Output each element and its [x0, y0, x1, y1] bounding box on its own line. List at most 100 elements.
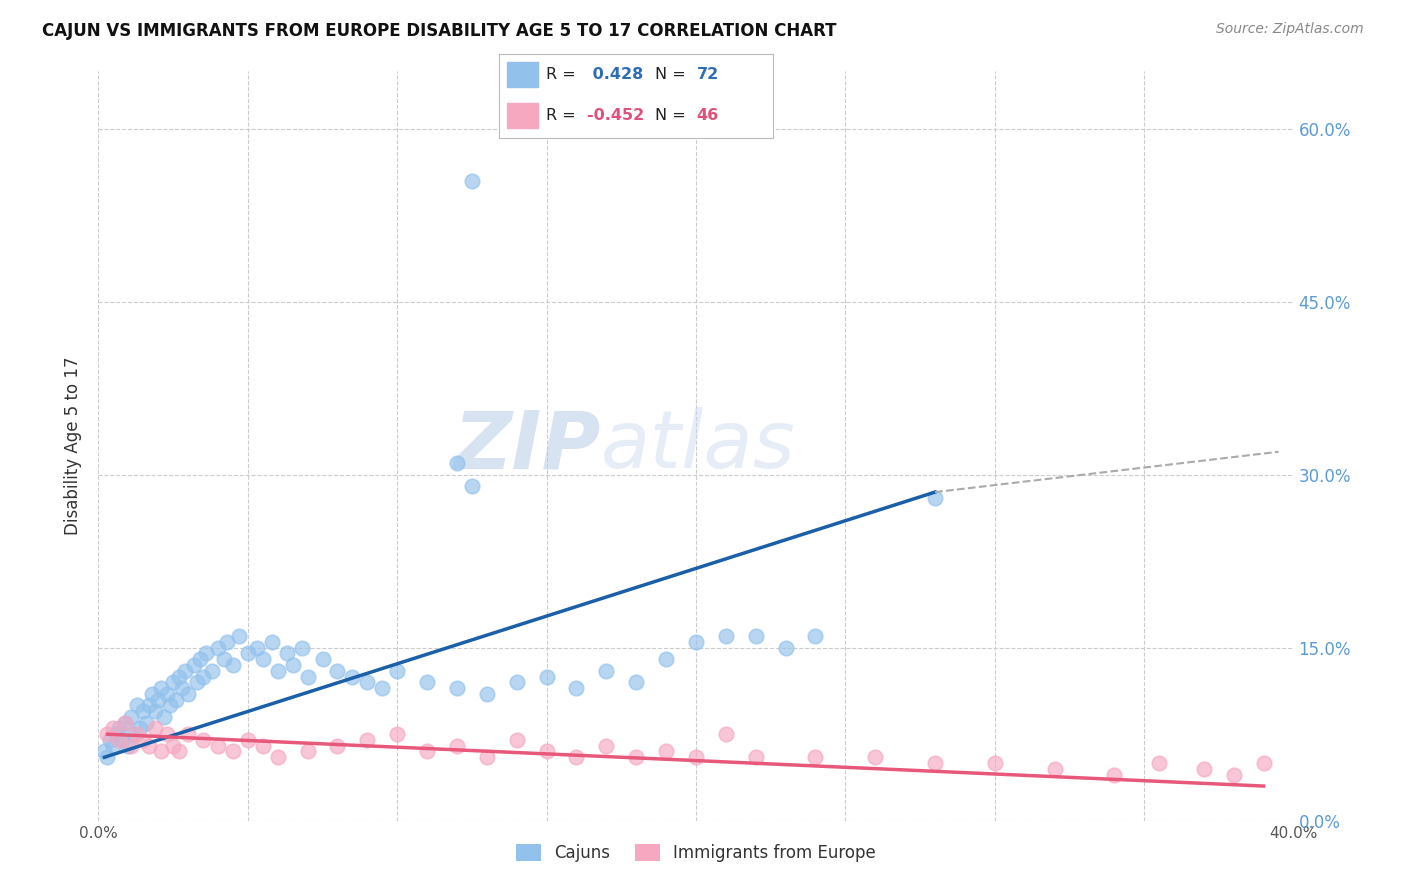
Point — [1043, 762, 1066, 776]
Point — [191, 669, 214, 683]
Point — [132, 704, 155, 718]
Point — [127, 727, 149, 741]
Point — [1147, 756, 1170, 770]
Point — [565, 681, 588, 695]
Point — [103, 739, 125, 753]
Point — [385, 727, 409, 741]
Point — [536, 744, 558, 758]
Point — [984, 756, 1007, 770]
Point — [114, 715, 136, 730]
Point — [236, 733, 259, 747]
Point — [191, 733, 214, 747]
Point — [215, 635, 238, 649]
Text: R =: R = — [546, 67, 581, 82]
Point — [103, 722, 125, 736]
Point — [356, 733, 378, 747]
Point — [141, 687, 163, 701]
Point — [96, 727, 118, 741]
Point — [105, 727, 128, 741]
Point — [195, 647, 218, 661]
Point — [655, 652, 678, 666]
Point — [143, 722, 166, 736]
Point — [120, 710, 142, 724]
Point — [276, 647, 298, 661]
Point — [150, 744, 173, 758]
Bar — [508, 103, 537, 128]
Point — [236, 647, 259, 661]
Point — [177, 727, 200, 741]
Point — [281, 658, 304, 673]
Point — [96, 750, 118, 764]
Point — [924, 491, 946, 505]
Point — [461, 174, 484, 188]
Point — [326, 739, 349, 753]
Point — [291, 640, 314, 655]
Text: N =: N = — [655, 67, 692, 82]
Point — [356, 675, 378, 690]
Legend: Cajuns, Immigrants from Europe: Cajuns, Immigrants from Europe — [509, 837, 883, 869]
Point — [150, 681, 173, 695]
Point — [267, 750, 290, 764]
Point — [461, 479, 484, 493]
Point — [186, 675, 208, 690]
Point — [311, 652, 333, 666]
Point — [124, 727, 146, 741]
Text: Source: ZipAtlas.com: Source: ZipAtlas.com — [1216, 22, 1364, 37]
Point — [371, 681, 394, 695]
Point — [156, 727, 179, 741]
Point — [108, 722, 131, 736]
Point — [222, 658, 245, 673]
Text: N =: N = — [655, 108, 692, 123]
Point — [207, 640, 229, 655]
Point — [1223, 767, 1246, 781]
Point — [174, 664, 197, 678]
Point — [565, 750, 588, 764]
Point — [506, 733, 529, 747]
Point — [655, 744, 678, 758]
Point — [1104, 767, 1126, 781]
Point — [162, 739, 184, 753]
Point — [804, 629, 827, 643]
Point — [714, 629, 737, 643]
Point — [297, 669, 319, 683]
Point — [252, 739, 274, 753]
Point — [745, 750, 768, 764]
Text: 72: 72 — [696, 67, 718, 82]
Point — [297, 744, 319, 758]
Point — [246, 640, 269, 655]
Point — [165, 692, 187, 706]
Point — [745, 629, 768, 643]
Point — [98, 733, 122, 747]
Point — [188, 652, 211, 666]
Point — [446, 739, 468, 753]
Point — [156, 687, 179, 701]
Point — [595, 739, 617, 753]
Point — [138, 739, 160, 753]
Point — [775, 640, 797, 655]
Point — [595, 664, 617, 678]
Point — [475, 687, 498, 701]
Point — [475, 750, 498, 764]
Point — [108, 733, 131, 747]
Point — [326, 664, 349, 678]
Point — [1253, 756, 1275, 770]
Point — [167, 744, 190, 758]
Point — [111, 733, 134, 747]
Y-axis label: Disability Age 5 to 17: Disability Age 5 to 17 — [65, 357, 83, 535]
Point — [804, 750, 827, 764]
Point — [228, 629, 250, 643]
Point — [260, 635, 283, 649]
Point — [222, 744, 245, 758]
Point — [446, 681, 468, 695]
Point — [342, 669, 364, 683]
Point — [183, 658, 205, 673]
Point — [172, 681, 194, 695]
Point — [536, 669, 558, 683]
Point — [446, 456, 468, 470]
Point — [267, 664, 290, 678]
Point — [626, 750, 648, 764]
Point — [416, 675, 439, 690]
Bar — [508, 62, 537, 87]
Point — [117, 739, 139, 753]
Point — [924, 756, 946, 770]
